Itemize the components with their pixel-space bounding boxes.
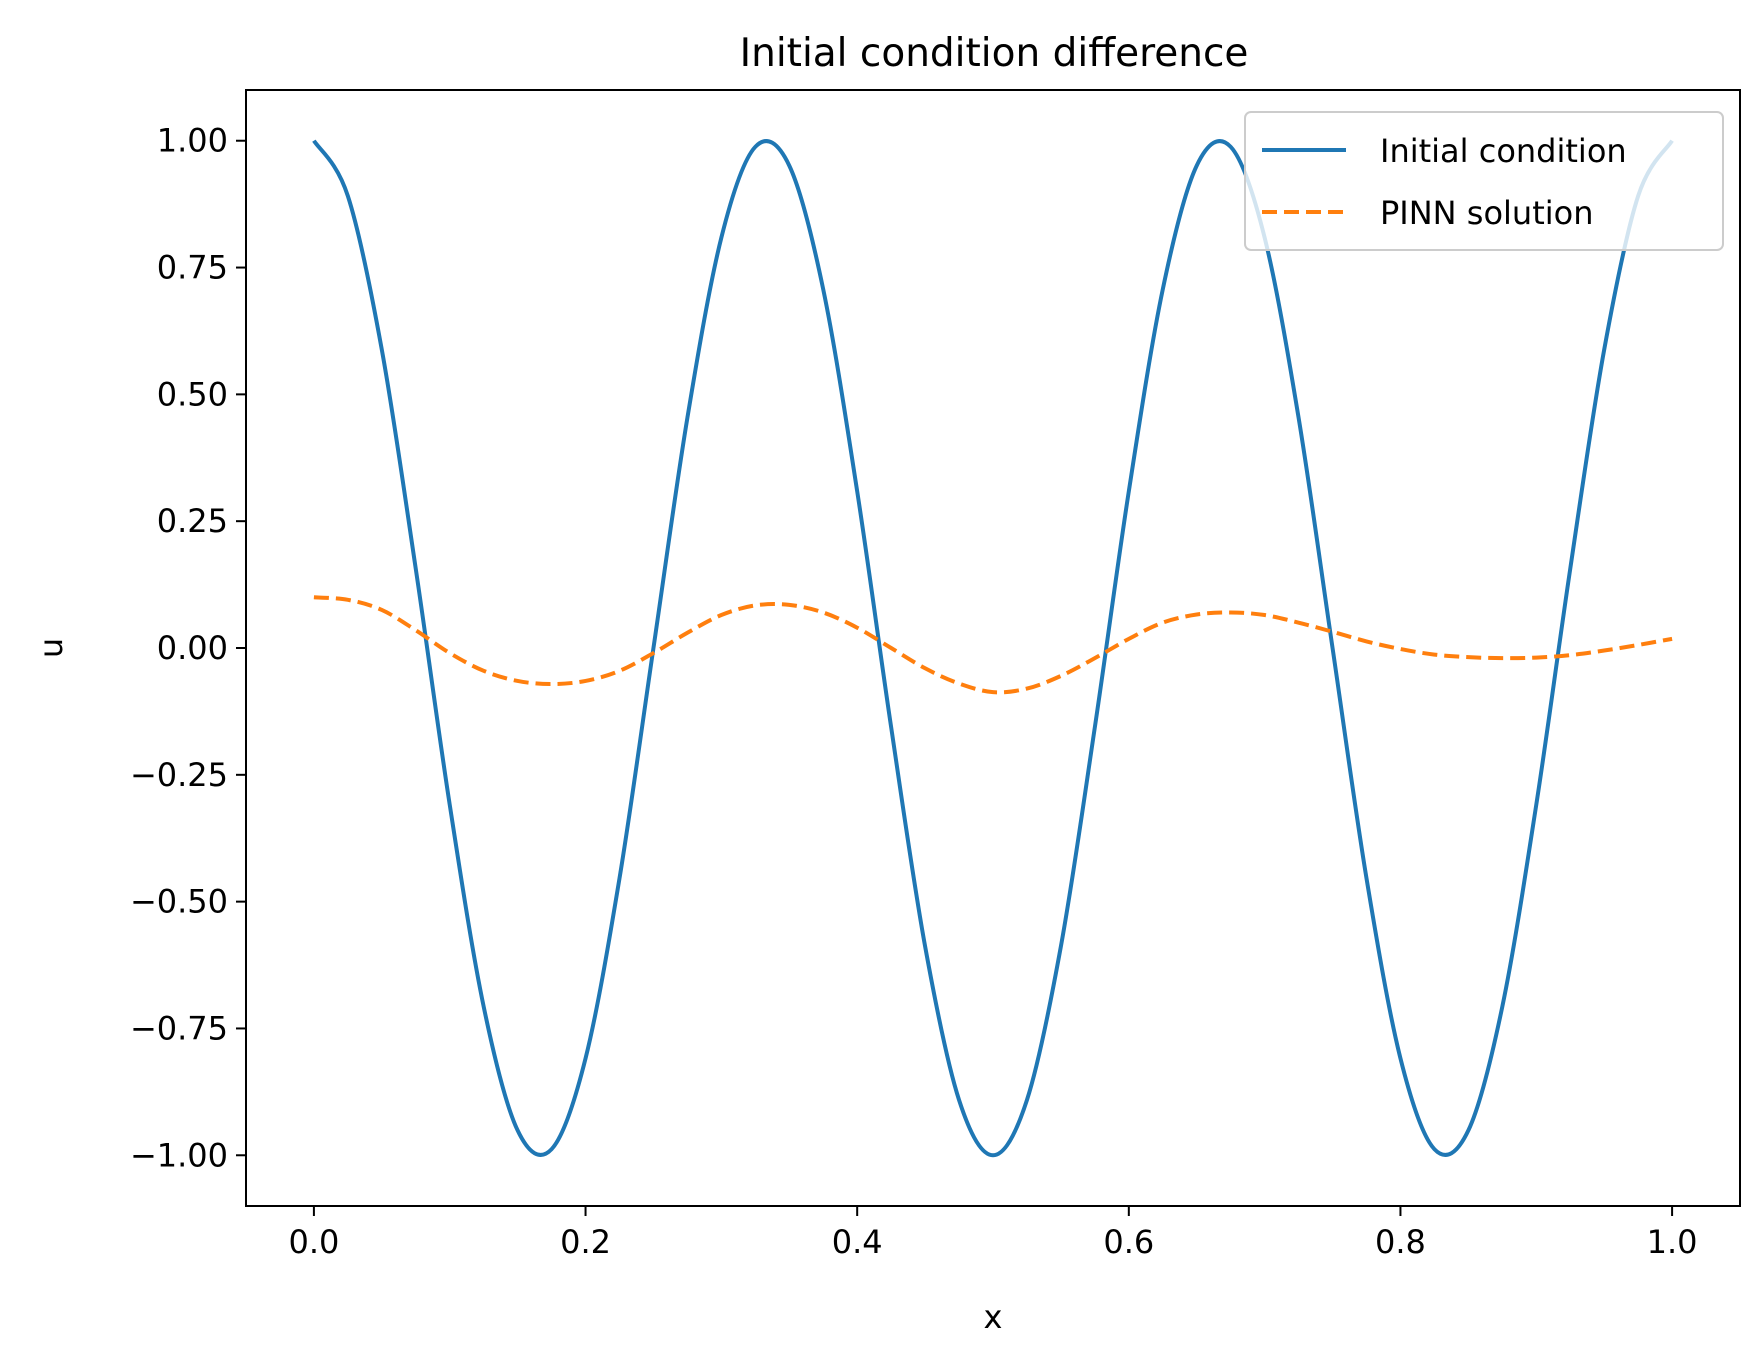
x-tick-label: 0.0 — [288, 1223, 339, 1261]
y-tick-label: 0.75 — [157, 249, 228, 287]
x-tick-label: 0.4 — [832, 1223, 883, 1261]
y-axis-label: u — [32, 638, 70, 658]
series-layer — [312, 139, 1674, 1158]
y-tick-label: −1.00 — [130, 1136, 228, 1174]
y-tick-label: 0.00 — [157, 629, 228, 667]
series-line-pinn-solution — [313, 595, 1673, 695]
y-tick-label: 1.00 — [157, 122, 228, 160]
x-axis-ticks: 0.0 0.2 0.4 0.6 0.8 1.0 — [288, 1206, 1698, 1261]
y-tick-label: −0.50 — [130, 883, 228, 921]
y-tick-label: 0.25 — [157, 502, 228, 540]
x-tick-label: 0.6 — [1103, 1223, 1154, 1261]
legend-label: PINN solution — [1380, 194, 1594, 232]
x-axis-label: x — [984, 1298, 1003, 1336]
legend-label: Initial condition — [1380, 132, 1627, 170]
y-tick-label: −0.25 — [130, 756, 228, 794]
legend-box — [1244, 111, 1724, 251]
y-axis-ticks: 1.00 0.75 0.50 0.25 0.00 −0.25 −0.50 −0.75 −1.00 — [130, 122, 246, 1174]
y-tick-label: 0.50 — [157, 375, 228, 413]
chart-title: Initial condition difference — [740, 31, 1249, 76]
x-tick-label: 0.2 — [560, 1223, 611, 1261]
x-tick-label: 1.0 — [1647, 1223, 1698, 1261]
series-line-initial-condition — [312, 139, 1674, 1158]
y-tick-label: −0.75 — [130, 1009, 228, 1047]
x-tick-label: 0.8 — [1375, 1223, 1426, 1261]
legend: Initial condition PINN solution — [1244, 111, 1724, 251]
